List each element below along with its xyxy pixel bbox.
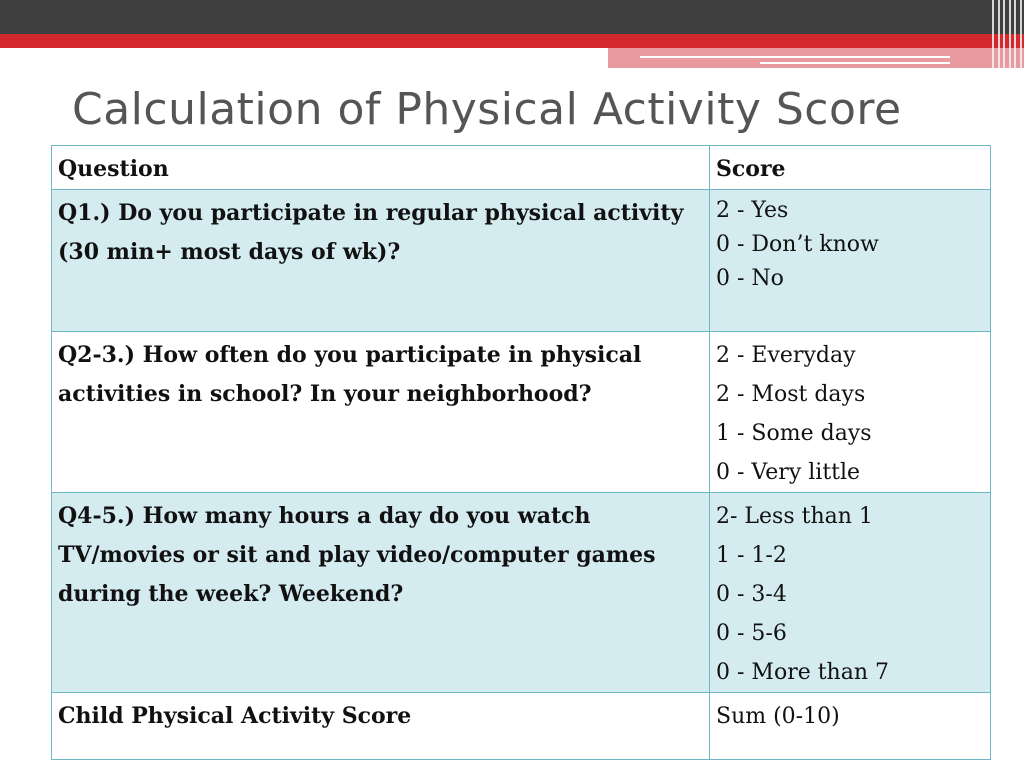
score-cell: 2- Less than 1 1 - 1-2 0 - 3-4 0 - 5-6 0…	[709, 492, 991, 693]
table-row: Q1.) Do you participate in regular physi…	[51, 189, 991, 332]
header-accent-line-short	[760, 62, 950, 64]
score-option: Sum (0-10)	[716, 704, 840, 729]
score-cell: 2 - Yes 0 - Don’t know 0 - No	[709, 189, 991, 332]
table-total-row: Child Physical Activity Score Sum (0-10)	[51, 692, 991, 760]
score-option: 0 - 5-6	[716, 621, 787, 646]
score-table: Question Score Q1.) Do you participate i…	[51, 145, 991, 760]
score-option: 2 - Everyday	[716, 343, 856, 368]
score-option: 2 - Most days	[716, 382, 866, 407]
header-vertical-stripes	[990, 0, 1024, 68]
score-option: 2 - Yes	[716, 198, 789, 223]
slide-title: Calculation of Physical Activity Score	[72, 84, 902, 135]
total-label: Child Physical Activity Score	[51, 692, 710, 760]
header-red-band	[0, 34, 1024, 48]
table-row: Q4-5.) How many hours a day do you watch…	[51, 492, 991, 693]
score-option: 0 - More than 7	[716, 660, 890, 685]
header-dark-band	[0, 0, 1024, 34]
score-option: 0 - Very little	[716, 460, 861, 485]
question-cell: Q4-5.) How many hours a day do you watch…	[51, 492, 710, 693]
score-cell: 2 - Everyday 2 - Most days 1 - Some days…	[709, 331, 991, 493]
total-value: Sum (0-10)	[709, 692, 991, 760]
score-option: 1 - 1-2	[716, 543, 787, 568]
header-question: Question	[51, 145, 710, 190]
table-header-row: Question Score	[51, 145, 991, 190]
score-option: 0 - No	[716, 266, 784, 291]
score-option: 0 - 3-4	[716, 582, 787, 607]
header-accent-line	[640, 56, 950, 58]
header-pink-band	[608, 48, 1024, 68]
score-option: 2- Less than 1	[716, 504, 873, 529]
header-score: Score	[709, 145, 991, 190]
score-option: 0 - Don’t know	[716, 232, 879, 257]
question-cell: Q2-3.) How often do you participate in p…	[51, 331, 710, 493]
table-row: Q2-3.) How often do you participate in p…	[51, 331, 991, 493]
score-option: 1 - Some days	[716, 421, 872, 446]
question-cell: Q1.) Do you participate in regular physi…	[51, 189, 710, 332]
